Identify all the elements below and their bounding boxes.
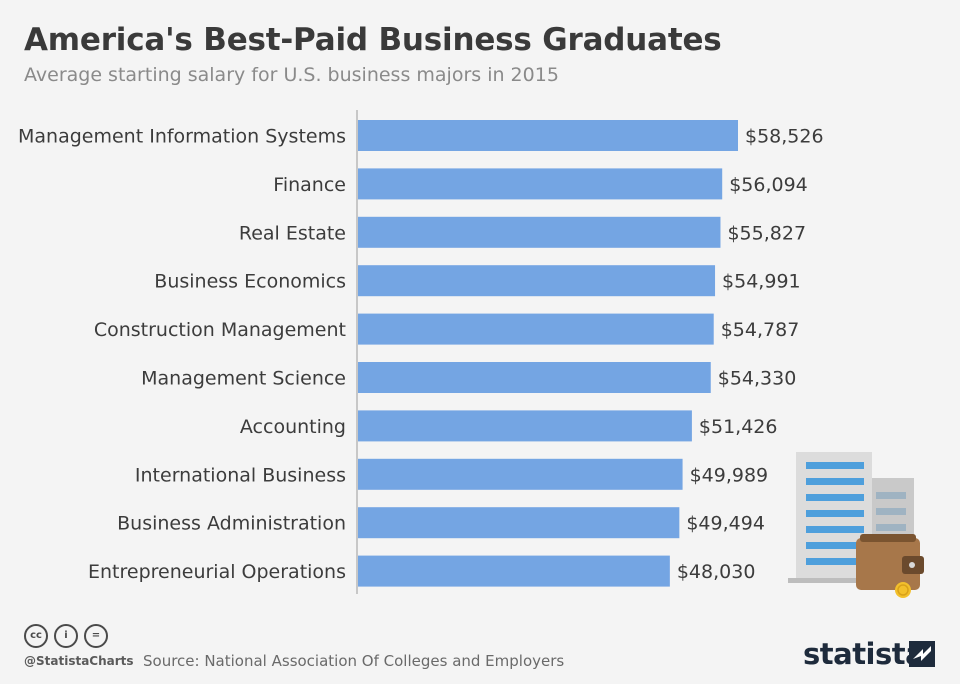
bar [358,555,670,587]
statista-logo-icon [909,641,935,667]
bar-chart: Management Information Systems $58,526 Fin… [18,110,924,598]
bar [358,120,738,151]
value-label: $58,526 [745,126,824,148]
value-label: $54,330 [718,368,797,390]
category-label: Real Estate [239,222,346,244]
chart-subtitle: Average starting salary for U.S. busines… [24,64,559,86]
value-label: $51,426 [699,416,778,438]
value-label: $56,094 [729,174,808,196]
value-label: $49,989 [690,464,769,486]
category-label: Management Information Systems [18,126,346,148]
value-label: $55,827 [727,222,806,244]
category-label: Business Administration [117,513,346,535]
value-label: $49,494 [686,513,765,535]
category-label: International Business [135,464,346,486]
bar [358,458,683,490]
category-label: Construction Management [94,319,346,341]
category-label: Management Science [141,368,346,390]
category-label: Entrepreneurial Operations [88,561,346,583]
bar-group: Management Information Systems $58,526 Fin… [18,120,824,587]
bar [358,216,721,248]
twitter-handle[interactable]: @StatistaCharts [24,654,134,668]
cc-icon: cc [24,624,48,648]
bar [358,168,723,200]
source-note: Source: National Association Of Colleges… [143,652,565,670]
by-icon: i [54,624,78,648]
coin-icon [895,582,911,598]
chart-title: America's Best-Paid Business Graduates [24,22,722,58]
bar [358,410,692,442]
category-label: Accounting [240,416,346,438]
bar [358,362,711,393]
category-label: Finance [273,174,346,196]
license-icons: cc i = [24,624,108,648]
value-label: $48,030 [677,561,756,583]
value-label: $54,991 [722,271,801,293]
bar [358,313,714,345]
wallet-icon [856,534,924,590]
bar [358,507,680,539]
category-label: Business Economics [154,271,346,293]
statista-logo[interactable]: statista [803,637,925,671]
bar [358,265,716,297]
nd-icon: = [84,624,108,648]
value-label: $54,787 [721,319,800,341]
